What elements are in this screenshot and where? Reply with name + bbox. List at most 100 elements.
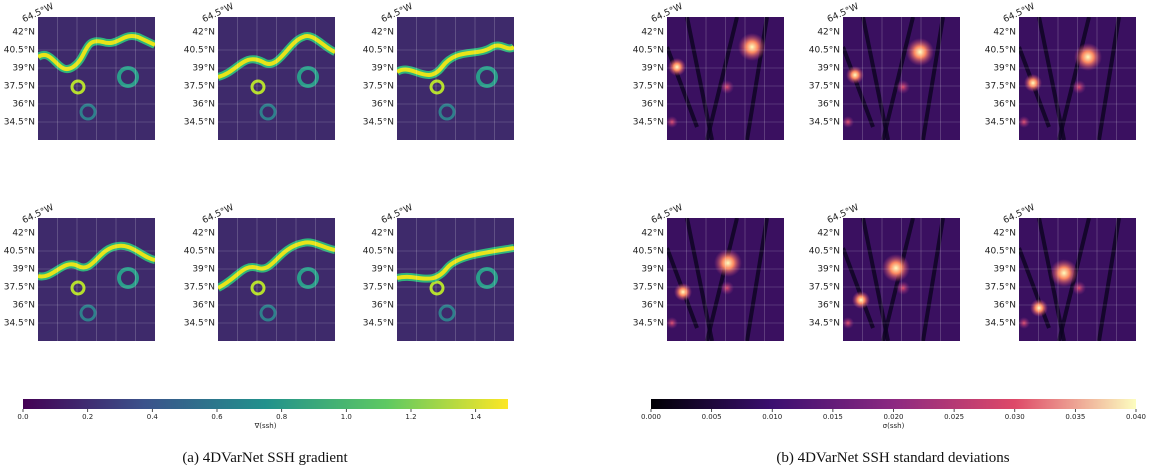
lat-label: 36°N (12, 301, 35, 311)
lat-label: 36°N (371, 301, 394, 311)
colorbar-tick-label: 1.2 (405, 413, 416, 421)
lat-label: 42°N (641, 229, 664, 239)
lat-label: 37.5°N (4, 82, 35, 92)
lat-label: 36°N (12, 100, 35, 110)
track (1057, 17, 1091, 140)
lat-label: 34.5°N (633, 319, 664, 329)
front-core (218, 240, 335, 290)
map: 42°N40.5°N39°N37.5°N36°N34.5°N64.5°W (4, 2, 155, 140)
track (705, 218, 739, 341)
lat-label: 42°N (371, 28, 394, 38)
track (861, 218, 890, 341)
track (843, 46, 875, 128)
lat-label: 42°N (817, 229, 840, 239)
eddy (259, 304, 277, 322)
lat-label: 40.5°N (184, 46, 215, 56)
map-image (38, 17, 155, 140)
lat-label: 42°N (371, 229, 394, 239)
lat-label: 40.5°N (4, 247, 35, 257)
lat-label: 36°N (993, 100, 1016, 110)
eddy (250, 79, 266, 95)
map-image (38, 218, 155, 341)
eddy (438, 103, 456, 121)
lat-label: 40.5°N (985, 247, 1016, 257)
lat-label: 36°N (993, 301, 1016, 311)
eddy (476, 66, 498, 88)
uncertainty-blob (668, 58, 686, 76)
lat-label: 34.5°N (985, 319, 1016, 329)
map: 42°N40.5°N39°N37.5°N36°N34.5°N64.5°W (184, 203, 335, 341)
map-image (667, 17, 784, 140)
colorbar (651, 399, 1136, 409)
uncertainty-blob (674, 283, 692, 301)
colorbar-tick-label: 0.010 (762, 413, 782, 421)
lat-label: 39°N (192, 64, 215, 74)
lat-label: 34.5°N (809, 118, 840, 128)
track (921, 218, 945, 341)
lat-label: 36°N (641, 301, 664, 311)
track (1097, 218, 1121, 341)
colorbar-tick-label: 0.0 (17, 413, 28, 421)
eddy (259, 103, 277, 121)
map-image (1019, 17, 1136, 140)
map-image (1019, 218, 1136, 341)
lat-label: 40.5°N (184, 247, 215, 257)
map-image (218, 17, 335, 140)
lat-label: 37.5°N (363, 283, 394, 293)
track (881, 17, 915, 140)
lat-label: 42°N (993, 229, 1016, 239)
eddy (79, 103, 97, 121)
lat-label: 42°N (192, 229, 215, 239)
lat-label: 39°N (641, 64, 664, 74)
map-image (218, 218, 335, 341)
lat-label: 37.5°N (985, 283, 1016, 293)
colorbar-tick-label: 0.030 (1005, 413, 1025, 421)
colorbar-tick-label: 0.005 (702, 413, 722, 421)
lat-label: 40.5°N (985, 46, 1016, 56)
colorbar (23, 399, 508, 409)
track (745, 17, 769, 140)
uncertainty-blob (720, 281, 734, 295)
lat-label: 39°N (993, 64, 1016, 74)
lat-label: 39°N (371, 64, 394, 74)
colorbar-tick-label: 0.2 (82, 413, 93, 421)
lat-label: 37.5°N (985, 82, 1016, 92)
map: 42°N40.5°N39°N37.5°N36°N34.5°N64.5°W (809, 203, 960, 341)
uncertainty-blob (896, 281, 910, 295)
track (843, 247, 875, 329)
lat-label: 34.5°N (4, 319, 35, 329)
lat-label: 36°N (641, 100, 664, 110)
lat-label: 39°N (817, 265, 840, 275)
colorbar-tick-label: 1.4 (470, 413, 482, 421)
lat-label: 34.5°N (184, 319, 215, 329)
uncertainty-blob (1019, 116, 1030, 128)
lat-label: 37.5°N (184, 82, 215, 92)
uncertainty-blob (1074, 43, 1102, 71)
uncertainty-blob (1072, 80, 1086, 94)
map-image (667, 218, 784, 341)
lat-label: 40.5°N (4, 46, 35, 56)
lat-label: 39°N (12, 64, 35, 74)
lat-label: 37.5°N (809, 283, 840, 293)
colorbar-tick-label: 0.000 (641, 413, 661, 421)
uncertainty-blob (843, 317, 854, 329)
lat-label: 36°N (817, 301, 840, 311)
eddy (297, 66, 319, 88)
track (861, 17, 890, 140)
uncertainty-blob (906, 38, 934, 66)
lat-label: 34.5°N (985, 118, 1016, 128)
colorbar-tick-label: 0.8 (276, 413, 287, 421)
track (1037, 17, 1066, 140)
lat-label: 42°N (993, 28, 1016, 38)
lat-label: 40.5°N (633, 247, 664, 257)
map-image (397, 218, 514, 341)
lat-label: 37.5°N (633, 283, 664, 293)
lat-label: 37.5°N (4, 283, 35, 293)
uncertainty-blob (667, 116, 678, 128)
map: 42°N40.5°N39°N37.5°N36°N34.5°N64.5°W (633, 2, 784, 140)
uncertainty-blob (720, 80, 734, 94)
lat-label: 42°N (12, 229, 35, 239)
uncertainty-blob (896, 80, 910, 94)
colorbar-tick-label: 0.6 (211, 413, 223, 421)
